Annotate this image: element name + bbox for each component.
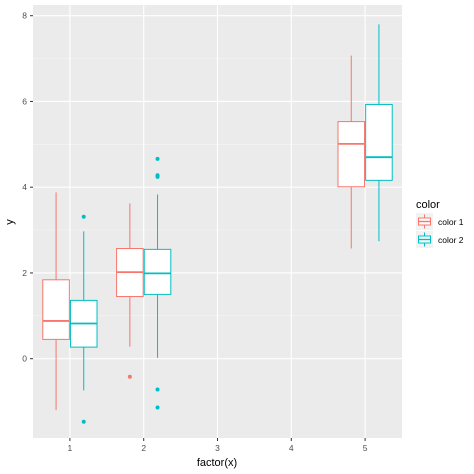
box-color-1-x2 <box>116 203 144 379</box>
y-axis-ticks: 0 2 4 6 8 <box>22 11 33 364</box>
x-axis-ticks: 1 2 3 4 5 <box>68 438 368 453</box>
legend-label: color 2 <box>438 235 464 245</box>
box-color-2-x5 <box>365 24 393 242</box>
outlier-point <box>81 419 86 424</box>
x-tick-label: 5 <box>363 443 368 453</box>
box-iqr <box>42 279 70 340</box>
legend-title: color <box>416 199 440 211</box>
box-color-2-x2 <box>143 156 172 410</box>
outlier-point <box>155 156 160 161</box>
x-tick-label: 2 <box>141 443 146 453</box>
y-axis-label: y <box>4 219 16 225</box>
x-axis-label: factor(x) <box>197 457 237 469</box>
box-iqr <box>365 103 393 181</box>
x-tick-label: 3 <box>215 443 220 453</box>
y-tick-label: 0 <box>22 354 27 364</box>
outlier-point <box>81 214 86 219</box>
y-tick-label: 2 <box>22 268 27 278</box>
y-tick-label: 6 <box>22 96 27 106</box>
x-tick-label: 1 <box>68 443 73 453</box>
box-color-1-x5 <box>337 55 366 249</box>
outlier-point <box>155 174 160 179</box>
box-iqr <box>337 121 366 188</box>
legend-entry-color-2: color 2 <box>416 231 464 248</box>
box-color-1-x1 <box>42 192 70 411</box>
legend-label: color 1 <box>438 217 464 227</box>
box-color-2-x1 <box>69 214 98 424</box>
y-tick-label: 8 <box>22 11 27 21</box>
outlier-point <box>155 387 160 392</box>
legend: color color 1 color 2 <box>416 199 464 248</box>
outlier-point <box>127 374 132 379</box>
x-tick-label: 4 <box>289 443 294 453</box>
box-iqr <box>143 248 172 295</box>
legend-entry-color-1: color 1 <box>416 213 464 230</box>
box-series <box>42 24 393 424</box>
outlier-point <box>155 405 160 410</box>
y-tick-label: 4 <box>22 182 27 192</box>
